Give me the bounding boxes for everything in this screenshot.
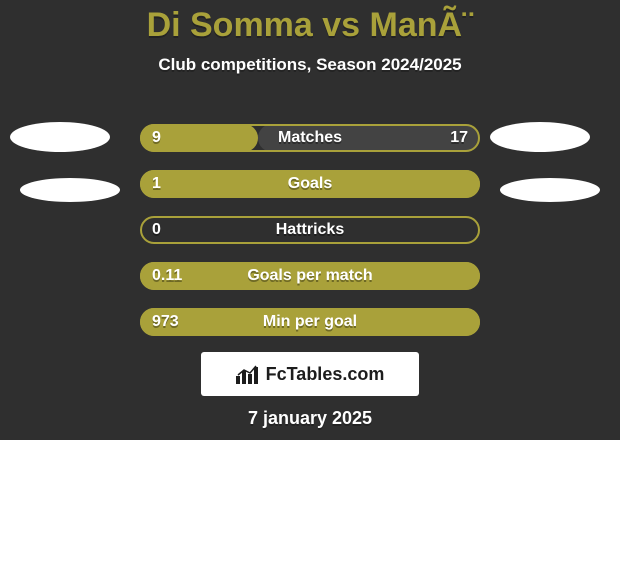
stat-left-value: 9 [152, 124, 161, 152]
stat-label: Min per goal [140, 308, 480, 336]
stat-left-value: 973 [152, 308, 179, 336]
comparison-card: Di Somma vs ManÃ¨ Club competitions, Sea… [0, 0, 620, 440]
stat-left-value: 0 [152, 216, 161, 244]
snapshot-date: 7 january 2025 [0, 408, 620, 429]
stat-left-value: 1 [152, 170, 161, 198]
brand-text: FcTables.com [266, 364, 385, 385]
stat-row: Goals1 [140, 170, 480, 198]
brand-badge: FcTables.com [201, 352, 419, 396]
stat-row: Hattricks0 [140, 216, 480, 244]
stat-right-value: 17 [450, 124, 468, 152]
stats-rows: Matches9 17 Goals1 Hattricks0 Goals per matc… [0, 124, 620, 354]
stat-label: Hattricks [140, 216, 480, 244]
page-title: Di Somma vs ManÃ¨ [0, 0, 620, 45]
page-subtitle: Club competitions, Season 2024/2025 [0, 55, 620, 75]
stat-row: Min per goal973 [140, 308, 480, 336]
stat-label: Matches [140, 124, 480, 152]
stat-label: Goals [140, 170, 480, 198]
stat-left-value: 0.11 [152, 262, 182, 290]
stat-row: Matches9 17 [140, 124, 480, 152]
stat-label: Goals per match [140, 262, 480, 290]
stat-row: Goals per match0.11 [140, 262, 480, 290]
brand-bars-icon [236, 364, 260, 384]
